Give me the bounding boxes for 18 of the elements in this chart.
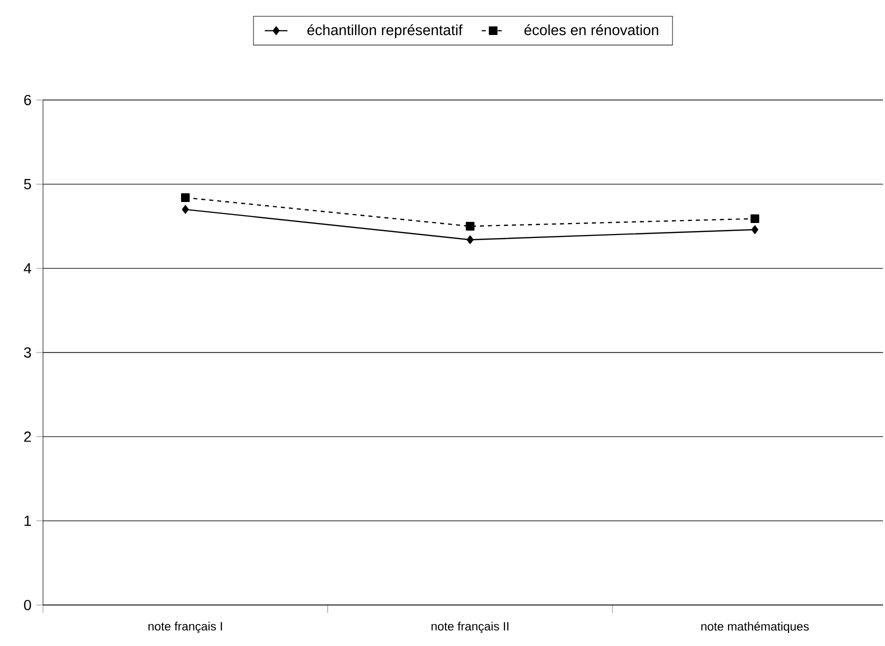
- y-tick-label: 4: [24, 263, 32, 274]
- y-tick-label: 0: [24, 600, 32, 610]
- x-tick-label: note français I: [148, 622, 222, 633]
- y-tick-label: 1: [24, 516, 31, 526]
- point: [750, 214, 760, 224]
- x-tick-label: note français II: [432, 622, 508, 633]
- legend-label: échantillon représentatif: [307, 24, 463, 38]
- x-tick-label: note mathématiques: [701, 622, 809, 634]
- point: [751, 225, 758, 234]
- point: [181, 193, 190, 202]
- point: [182, 205, 189, 214]
- y-tick-label: 2: [24, 432, 31, 442]
- point: [466, 222, 474, 231]
- y-tick-label: 6: [24, 94, 31, 106]
- y-tick-label: 5: [24, 179, 31, 190]
- point: [466, 235, 474, 244]
- legend-label: écoles en rénovation: [524, 24, 658, 36]
- y-tick-label: 3: [24, 347, 31, 358]
